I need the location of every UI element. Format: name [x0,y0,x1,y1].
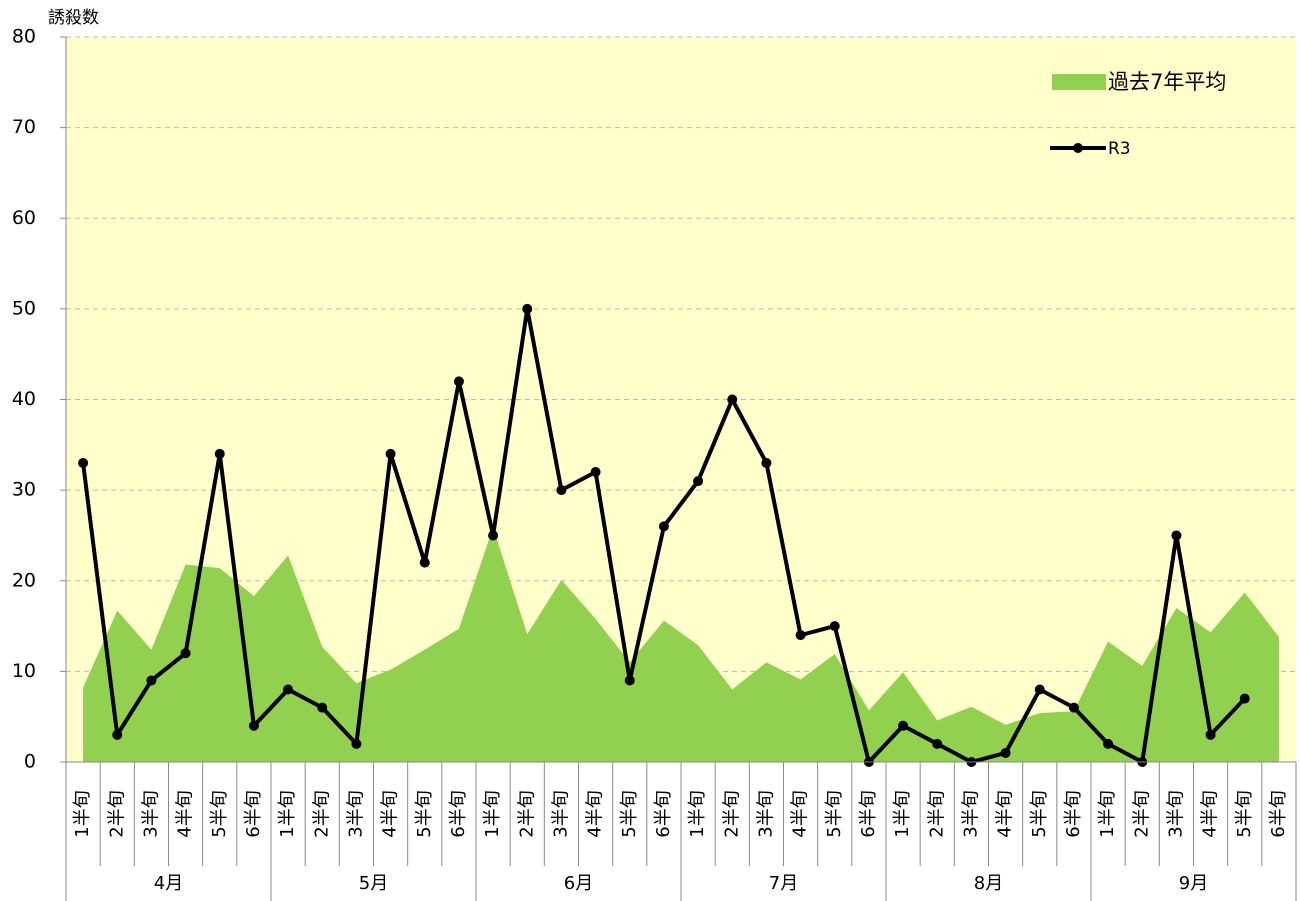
marker [488,530,499,541]
x-tick-label: 1半旬 [277,790,298,837]
marker [590,467,601,477]
marker [180,648,191,659]
x-tick-label: 4半旬 [585,790,606,837]
marker [146,675,157,686]
marker [727,394,738,405]
legend-marker [1073,143,1083,153]
marker [522,303,533,314]
x-tick-label: 4半旬 [380,790,401,837]
x-tick-label: 1半旬 [1097,790,1118,837]
legend-label: R3 [1108,139,1131,159]
marker [112,729,123,740]
marker [556,485,567,496]
marker [385,448,396,459]
x-tick-label: 1半旬 [72,790,93,837]
x-tick-label: 2半旬 [516,790,537,837]
marker [795,630,806,641]
legend-swatch [1052,74,1106,90]
marker [419,557,430,568]
month-label: 7月 [769,873,798,894]
y-tick-label: 70 [12,116,36,138]
marker [829,621,840,632]
x-tick-label: 3半旬 [345,790,366,837]
marker [283,684,294,695]
area [83,527,1279,762]
x-tick-label: 5半旬 [619,790,640,837]
marker [898,720,909,731]
x-tick-label: 6半旬 [448,790,469,837]
marker [761,457,772,468]
marker [1205,729,1216,740]
marker [693,476,704,487]
y-axis-title: 誘殺数 [48,8,99,28]
marker [1068,702,1079,713]
marker [351,738,362,749]
y-tick-label: 20 [12,569,36,591]
x-tick-label: 2半旬 [721,790,742,837]
marker [78,457,89,468]
x-tick-label: 2半旬 [1131,790,1152,837]
x-tick-label: 6半旬 [243,790,264,837]
legend-label: 過去7年平均 [1108,70,1226,94]
y-tick-label: 10 [12,660,36,682]
marker [1034,684,1045,695]
x-tick-label: 5半旬 [414,790,435,837]
x-tick-label: 6半旬 [653,790,674,837]
marker [624,675,635,686]
x-tick-label: 1半旬 [687,790,708,837]
month-label: 5月 [359,873,388,894]
marker [658,521,669,532]
x-tick-label: 3半旬 [1165,790,1186,837]
x-tick-label: 4半旬 [175,790,196,837]
x-tick-label: 3半旬 [960,790,981,837]
y-tick-label: 0 [24,751,36,773]
x-tick-label: 6半旬 [858,790,879,837]
marker [248,720,259,731]
x-tick-label: 5半旬 [209,790,230,837]
marker [1000,747,1011,758]
x-tick-label: 3半旬 [550,790,571,837]
x-tick-label: 5半旬 [824,790,845,837]
y-tick-label: 40 [12,388,36,410]
x-tick-label: 5半旬 [1234,790,1255,837]
x-tick-label: 5半旬 [1029,790,1050,837]
x-tick-label: 6半旬 [1268,790,1289,837]
marker [317,702,328,713]
marker [932,738,943,749]
x-tick-label: 4半旬 [790,790,811,837]
marker [1103,738,1114,749]
marker [214,448,225,459]
month-label: 4月 [154,873,183,894]
month-label: 6月 [564,873,593,894]
y-tick-label: 60 [12,207,36,229]
marker [1239,693,1250,704]
x-tick-label: 4半旬 [995,790,1016,837]
marker [1171,530,1182,541]
y-tick-label: 50 [12,297,36,319]
x-tick-label: 6半旬 [1063,790,1084,837]
x-tick-label: 2半旬 [311,790,332,837]
month-label: 8月 [974,873,1003,894]
month-label: 9月 [1179,873,1208,894]
x-tick-label: 2半旬 [106,790,127,837]
x-tick-label: 2半旬 [926,790,947,837]
marker [453,376,464,387]
x-tick-label: 4半旬 [1200,790,1221,837]
x-tick-label: 3半旬 [140,790,161,837]
x-tick-label: 3半旬 [755,790,776,837]
y-tick-label: 80 [12,26,36,48]
y-tick-label: 30 [12,479,36,501]
x-tick-label: 1半旬 [892,790,913,837]
x-tick-label: 1半旬 [482,790,503,837]
